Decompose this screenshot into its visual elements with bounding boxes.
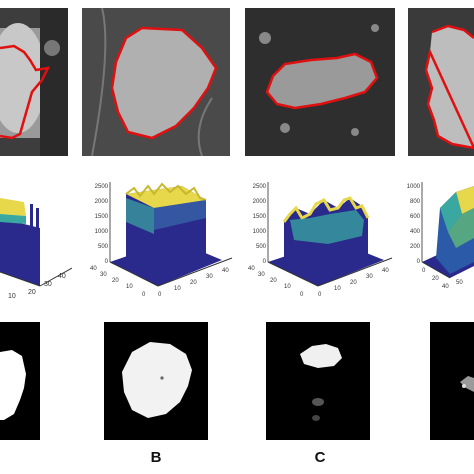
z-tick: 0 [263,259,267,265]
z-tick: 2000 [253,199,267,205]
y-tick: 30 [100,272,107,278]
column-label-c: C [314,449,326,466]
tumor-contour [265,52,379,110]
x-tick: 50 [456,280,463,286]
x-tick: 40 [222,268,229,274]
x-tick: 40 [382,268,389,274]
surface-plot-col3: 2500 2000 1500 1000 500 0 40 30 20 10 0 … [238,178,398,310]
z-tick: 1500 [253,214,267,220]
z-tick: 400 [410,229,421,235]
z-tick: 200 [410,244,421,250]
x-tick: 20 [28,289,36,296]
x-tick: 20 [190,280,197,286]
tumor-contour [0,44,51,140]
x-tick: 20 [350,280,357,286]
surface-plot-col4: 1000 800 600 400 200 0 0 20 40 50 [400,178,474,310]
y-tick: 0 [142,292,146,298]
x-tick: 0 [158,292,162,298]
tumor-contour [110,26,218,140]
mask-image-col3 [266,322,370,440]
z-tick: 500 [256,244,267,250]
x-tick: 30 [206,274,213,280]
mask-image-col4 [430,322,474,440]
z-tick: 2000 [95,199,109,205]
y-tick: 40 [248,266,255,272]
y-tick: 40 [90,266,97,272]
ct-image-col2 [82,8,230,156]
y-tick: 0 [422,268,426,274]
y-tick: 20 [112,278,119,284]
y-tick: 20 [270,278,277,284]
y-tick: 0 [300,292,304,298]
tumor-region [426,26,474,148]
column-label-b: B [150,449,162,466]
z-tick: 1000 [407,184,421,190]
ct-image-col4 [408,8,474,156]
z-tick: 2500 [95,184,109,190]
y-tick: 20 [432,276,439,282]
x-tick: 30 [44,281,52,288]
x-tick: 10 [174,286,181,292]
tumor-region [267,54,377,108]
x-tick: 40 [58,273,66,280]
x-tick: 10 [334,286,341,292]
x-tick: 10 [8,293,16,300]
y-tick: 30 [258,272,265,278]
ct-image-col3 [245,8,395,156]
z-tick: 500 [98,244,109,250]
tumor-contour [424,24,474,150]
mask-image-col2 [104,322,208,440]
surface-plot-col2: 2500 2000 1500 1000 500 0 40 30 20 10 0 … [82,178,238,310]
z-tick: 800 [410,199,421,205]
surface-plot-col1: 10 20 30 40 [0,168,72,304]
z-tick: 1000 [95,229,109,235]
z-tick: 0 [417,259,421,265]
z-tick: 1000 [253,229,267,235]
y-tick: 40 [442,284,449,290]
y-tick: 10 [126,284,133,290]
x-tick: 0 [318,292,322,298]
y-tick: 10 [284,284,291,290]
x-tick: 30 [366,274,373,280]
z-tick: 1500 [95,214,109,220]
z-tick: 600 [410,214,421,220]
z-tick: 2500 [253,184,267,190]
ct-image-col1 [0,8,68,156]
z-tick: 0 [105,259,109,265]
mask-image-col1 [0,322,40,440]
